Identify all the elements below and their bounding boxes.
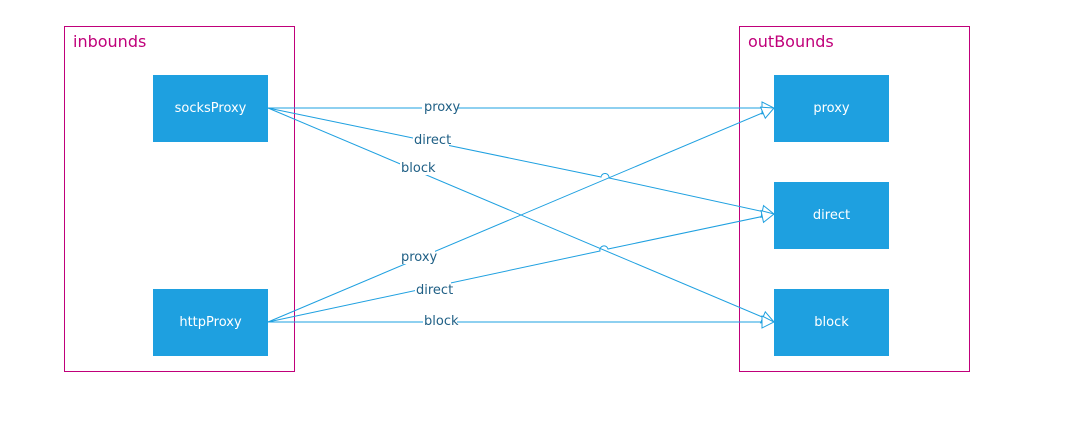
edge-socks-direct <box>267 107 774 214</box>
node-block[interactable]: block <box>774 289 889 356</box>
node-socksproxy[interactable]: socksProxy <box>153 75 268 142</box>
edge-label-socks-direct: direct <box>414 133 451 148</box>
edge-label-socks-block: block <box>401 161 436 176</box>
node-direct[interactable]: direct <box>774 182 889 249</box>
inbounds-title: inbounds <box>73 32 147 51</box>
node-proxy[interactable]: proxy <box>774 75 889 142</box>
edge-label-socks-proxy: proxy <box>424 100 461 115</box>
edge-label-http-block: block <box>424 314 459 329</box>
outbounds-title: outBounds <box>748 32 834 51</box>
edge-http-proxy <box>267 108 774 323</box>
edge-label-http-proxy: proxy <box>401 250 438 265</box>
outbounds-group: outBounds <box>739 26 970 372</box>
node-httpproxy[interactable]: httpProxy <box>153 289 268 356</box>
inbounds-group: inbounds <box>64 26 295 372</box>
edge-http-direct <box>267 214 774 323</box>
edge-label-http-direct: direct <box>416 283 453 298</box>
